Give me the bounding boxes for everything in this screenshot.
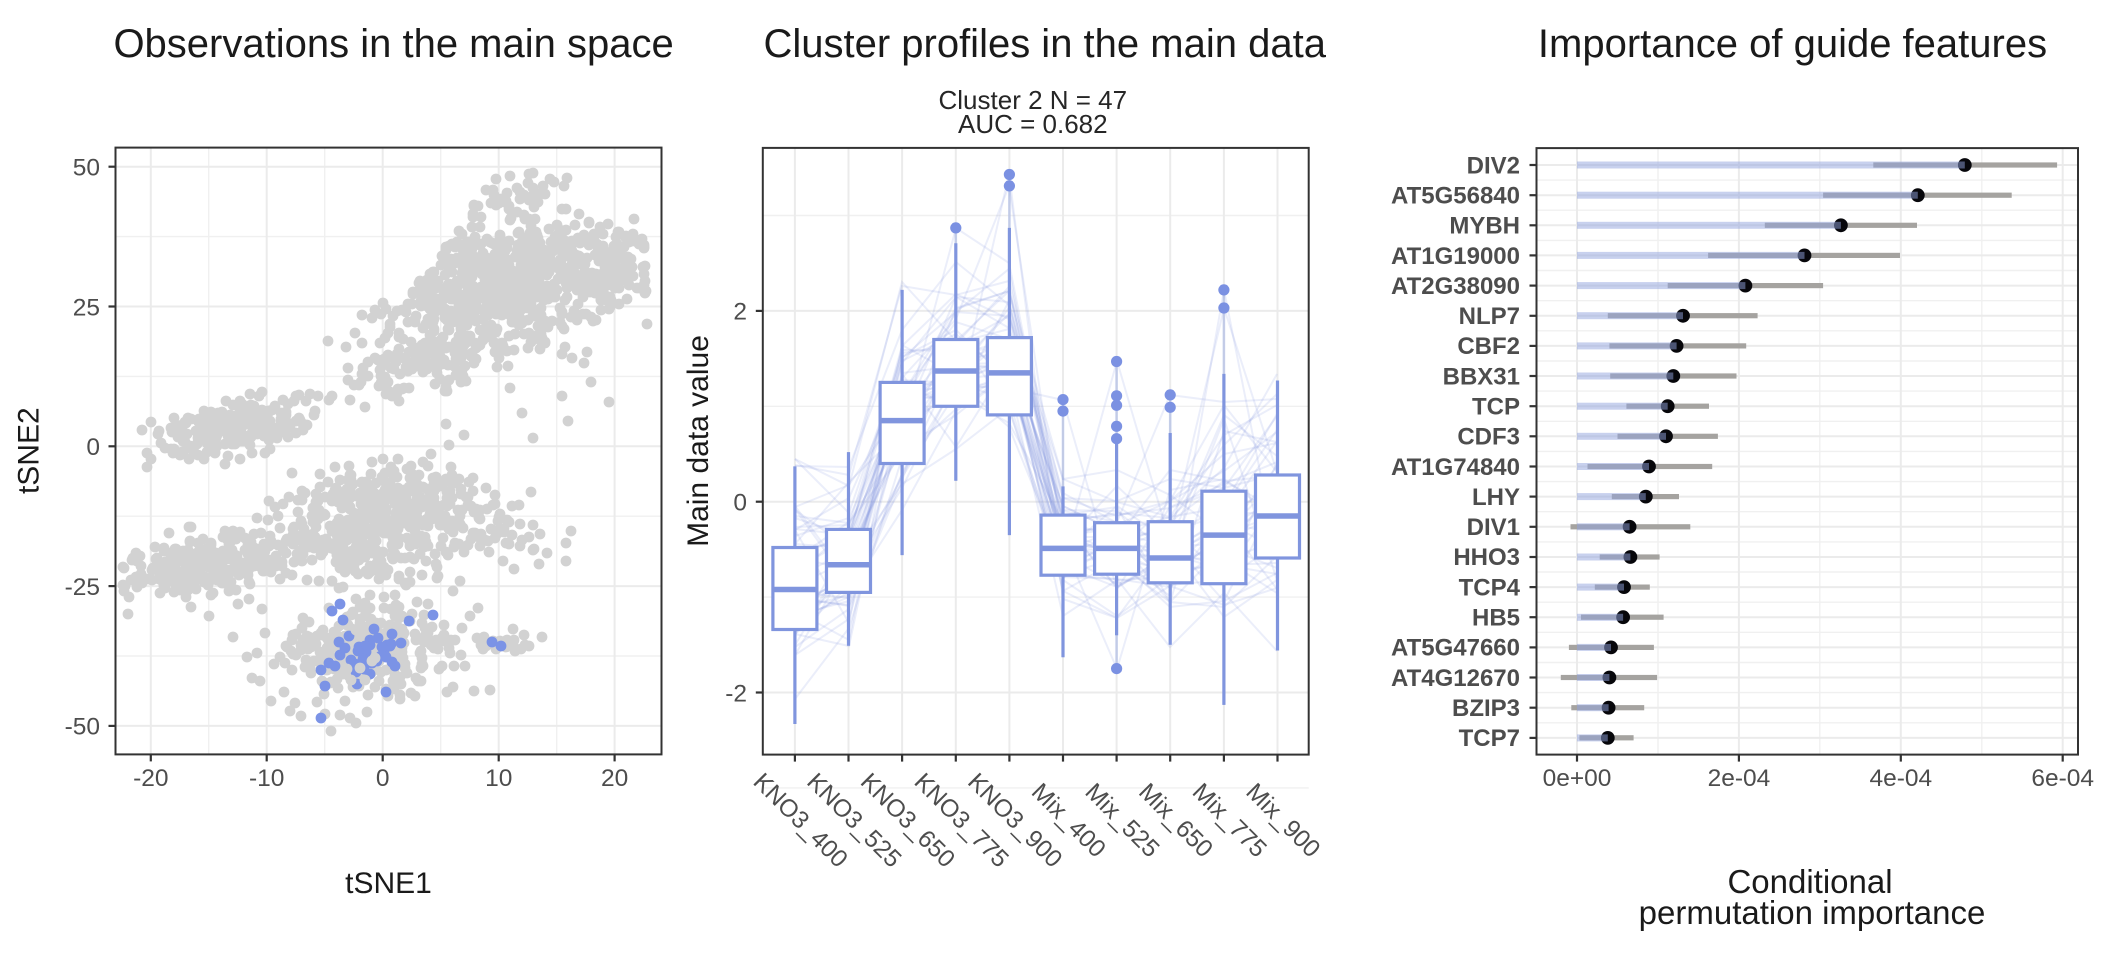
svg-text:Observations in the main space: Observations in the main space — [113, 22, 673, 66]
svg-text:HHO3: HHO3 — [1453, 544, 1520, 571]
svg-text:AT1G19000: AT1G19000 — [1391, 243, 1520, 270]
svg-text:HB5: HB5 — [1472, 605, 1520, 632]
svg-text:-50: -50 — [65, 714, 100, 741]
svg-text:6e-04: 6e-04 — [2031, 765, 2094, 792]
svg-text:CBF2: CBF2 — [1457, 333, 1520, 360]
svg-text:CDF3: CDF3 — [1457, 424, 1520, 451]
svg-text:-20: -20 — [133, 765, 168, 792]
svg-text:TCP: TCP — [1472, 394, 1520, 421]
svg-text:BZIP3: BZIP3 — [1452, 695, 1520, 722]
svg-text:-10: -10 — [249, 765, 284, 792]
svg-text:Cluster profiles in the main d: Cluster profiles in the main data — [763, 22, 1326, 66]
svg-text:25: 25 — [73, 294, 100, 321]
svg-text:permutation importance: permutation importance — [1639, 894, 1986, 931]
svg-text:4e-04: 4e-04 — [1869, 765, 1932, 792]
svg-text:10: 10 — [485, 765, 512, 792]
svg-text:Main data value: Main data value — [682, 335, 715, 547]
svg-text:DIV2: DIV2 — [1467, 152, 1520, 179]
svg-text:Importance of guide features: Importance of guide features — [1538, 22, 2047, 66]
svg-text:20: 20 — [601, 765, 628, 792]
svg-text:AT1G74840: AT1G74840 — [1391, 454, 1520, 481]
svg-text:-25: -25 — [65, 574, 100, 601]
svg-text:0: 0 — [86, 434, 100, 461]
svg-text:TCP7: TCP7 — [1459, 725, 1520, 752]
svg-text:50: 50 — [73, 155, 100, 182]
svg-text:tSNE1: tSNE1 — [345, 867, 432, 900]
svg-text:Conditional: Conditional — [1727, 863, 1892, 900]
svg-text:LHY: LHY — [1472, 484, 1520, 511]
svg-text:AT5G56840: AT5G56840 — [1391, 183, 1520, 210]
svg-text:AUC = 0.682: AUC = 0.682 — [958, 109, 1108, 139]
svg-text:TCP4: TCP4 — [1459, 574, 1521, 601]
svg-text:BBX31: BBX31 — [1443, 363, 1520, 390]
svg-text:tSNE2: tSNE2 — [13, 407, 46, 494]
svg-text:2: 2 — [733, 299, 747, 326]
svg-text:AT2G38090: AT2G38090 — [1391, 273, 1520, 300]
svg-text:2e-04: 2e-04 — [1708, 765, 1771, 792]
svg-text:Cluster 2 N = 47: Cluster 2 N = 47 — [939, 85, 1128, 115]
svg-text:0: 0 — [376, 765, 390, 792]
svg-text:NLP7: NLP7 — [1459, 303, 1520, 330]
svg-text:0: 0 — [733, 490, 747, 517]
svg-text:MYBH: MYBH — [1449, 213, 1520, 240]
svg-text:AT4G12670: AT4G12670 — [1391, 665, 1520, 692]
svg-text:0e+00: 0e+00 — [1543, 765, 1612, 792]
svg-text:DIV1: DIV1 — [1467, 514, 1520, 541]
svg-text:AT5G47660: AT5G47660 — [1391, 635, 1520, 662]
svg-text:-2: -2 — [725, 680, 747, 707]
